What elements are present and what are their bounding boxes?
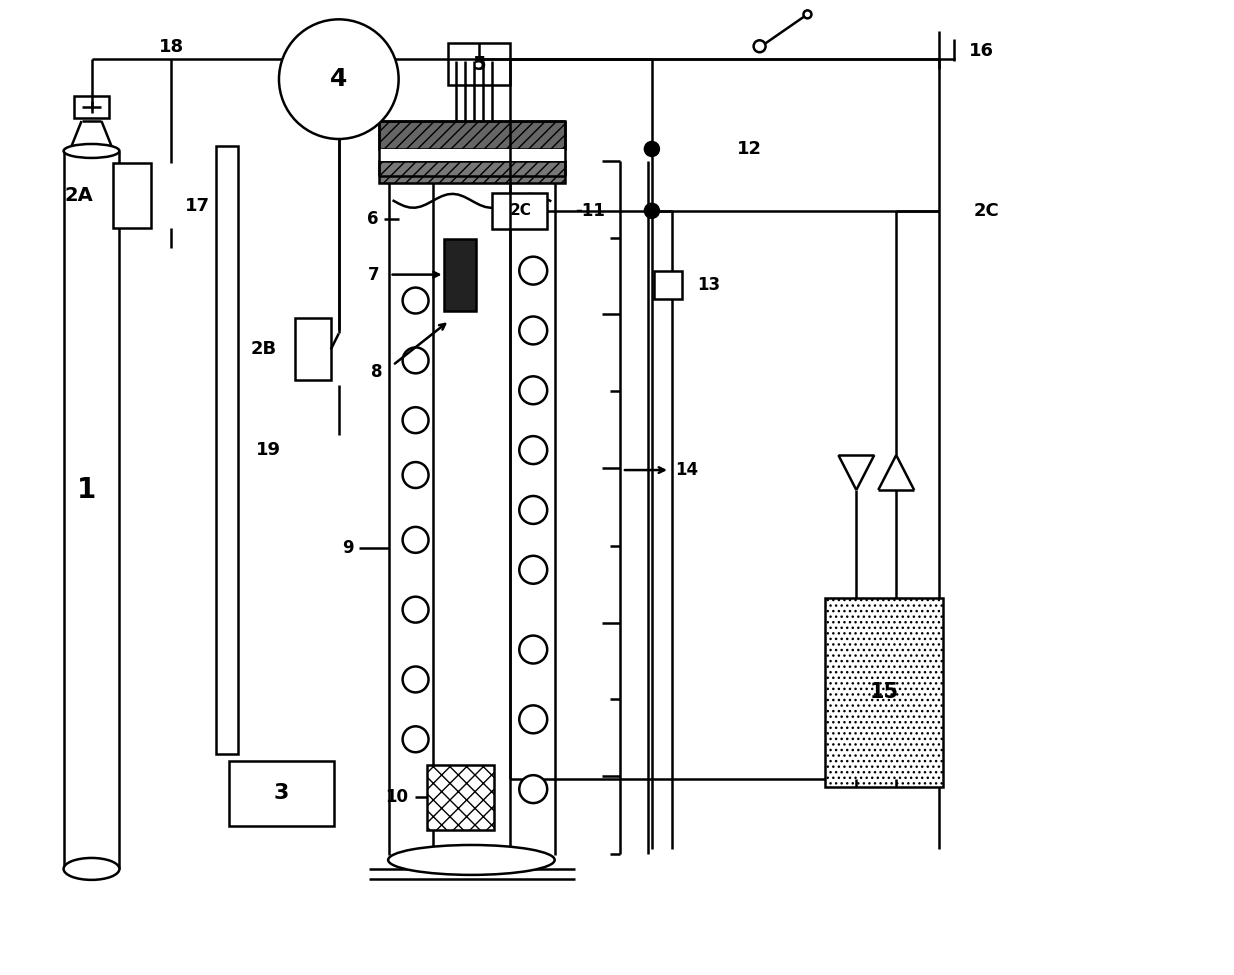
Circle shape — [279, 20, 399, 139]
Text: 3: 3 — [273, 783, 289, 803]
Text: 13: 13 — [697, 276, 719, 293]
Circle shape — [520, 775, 547, 803]
Bar — [114, 163, 152, 228]
Text: 5: 5 — [473, 55, 486, 74]
Circle shape — [645, 204, 659, 217]
Circle shape — [402, 462, 428, 488]
Circle shape — [520, 556, 547, 584]
Circle shape — [402, 408, 428, 433]
Bar — [216, 146, 238, 755]
Circle shape — [520, 317, 547, 344]
Text: 17: 17 — [185, 197, 210, 214]
Circle shape — [402, 667, 428, 692]
Circle shape — [520, 256, 547, 285]
Circle shape — [520, 376, 547, 405]
Circle shape — [520, 496, 547, 524]
Ellipse shape — [389, 845, 554, 875]
Text: 6: 6 — [368, 210, 379, 228]
Circle shape — [520, 436, 547, 464]
Text: 2C: 2C — [974, 202, 1000, 219]
Bar — [654, 271, 682, 298]
Circle shape — [520, 705, 547, 733]
Text: 4: 4 — [331, 67, 348, 92]
Bar — [295, 319, 331, 380]
Text: 1: 1 — [77, 476, 96, 504]
Text: 18: 18 — [159, 38, 184, 57]
Text: 9: 9 — [342, 539, 354, 557]
Text: 7: 7 — [368, 265, 380, 284]
Circle shape — [402, 726, 428, 753]
Circle shape — [402, 288, 428, 314]
Bar — [379, 121, 565, 149]
Bar — [230, 761, 334, 826]
Ellipse shape — [64, 858, 120, 879]
Text: 15: 15 — [870, 682, 898, 702]
Bar — [74, 97, 110, 118]
Text: -11: -11 — [575, 202, 605, 219]
Bar — [492, 193, 547, 229]
Circle shape — [402, 526, 428, 553]
Circle shape — [402, 597, 428, 623]
Text: 2C: 2C — [510, 204, 531, 218]
Text: 16: 16 — [969, 42, 995, 60]
Text: 2B: 2B — [251, 340, 276, 359]
Bar — [448, 43, 511, 85]
Text: 14: 14 — [675, 461, 698, 479]
Ellipse shape — [433, 846, 511, 874]
Circle shape — [402, 347, 428, 373]
Circle shape — [645, 142, 659, 156]
Text: 12: 12 — [737, 140, 763, 158]
Bar — [379, 161, 565, 183]
Text: 2A: 2A — [64, 186, 94, 206]
Bar — [826, 598, 943, 787]
Ellipse shape — [64, 144, 120, 158]
Bar — [379, 149, 565, 161]
Text: 19: 19 — [255, 441, 281, 459]
Text: 8: 8 — [371, 364, 383, 381]
Text: 10: 10 — [385, 788, 408, 806]
Bar — [427, 765, 495, 830]
Bar — [444, 239, 476, 310]
Circle shape — [520, 636, 547, 664]
